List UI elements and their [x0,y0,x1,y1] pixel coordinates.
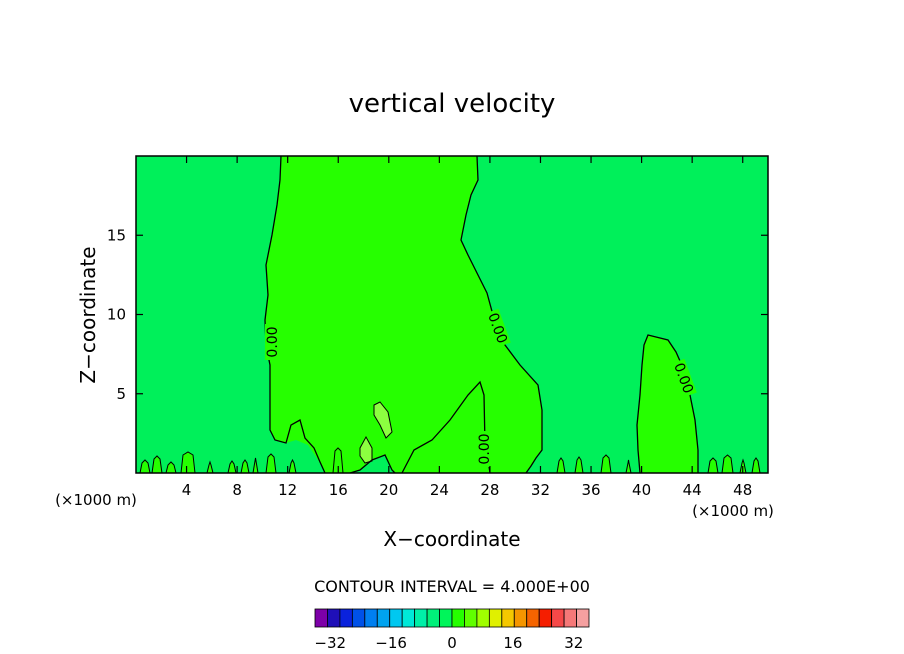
y-axis-label: Z−coordinate [76,246,100,383]
colorbar-tick-label: −16 [375,634,407,652]
colorbar-swatch [327,608,341,628]
contour-label-bg [671,358,697,398]
colorbar-swatch [538,608,553,628]
zero-contour-line [349,454,396,474]
colorbar-swatch [439,608,453,628]
colorbar-tick-label: 0 [447,634,457,652]
colorbar-tick-label: 16 [503,634,522,652]
positive-patch-small [373,401,393,439]
colorbar-swatch [364,608,378,628]
colorbar-swatch [401,608,416,628]
colorbar-swatch [488,608,503,628]
colorbar-tick-label: 32 [564,634,583,652]
x-tick-label: 36 [581,481,600,499]
plot-area: 0.00 0.000.000.004 8 12 16 20 24 28 32 36 40 44 4851… [107,155,769,499]
x-tick-label: 28 [480,481,499,499]
colorbar-swatch [376,608,391,628]
colorbar-swatch [314,608,328,628]
x-tick-label: 40 [632,481,651,499]
colorbar-swatch [464,608,478,628]
y-tick-label: 10 [107,306,126,324]
contour-label-bg [265,324,279,360]
x-unit-right: (×1000 m) [692,502,774,520]
surface-blob [180,451,196,474]
colorbar-swatch [389,608,403,628]
zero-contour-line [264,155,326,474]
positive-patch-small [359,435,373,464]
contour-label: 0.00 [477,433,493,464]
contour-label: 0.00 [265,326,281,357]
colorbar-swatch [526,608,540,628]
colorbar: −32 −16 0 16 32 [314,608,590,652]
y-tick-label: 5 [116,385,126,403]
y-tick-label: 15 [107,226,126,244]
x-tick-label: 32 [531,481,550,499]
colorbar-tick-label: −32 [314,634,346,652]
colorbar-swatch [563,608,577,628]
colorbar-swatch [551,608,565,628]
colorbar-swatch [414,608,428,628]
x-tick-label: 4 [182,481,192,499]
contour-label-bg [477,431,491,467]
colorbar-swatch [351,608,366,628]
colorbar-swatch [426,608,440,628]
colorbar-swatch [476,608,490,628]
colorbar-swatch [513,608,528,628]
surface-blob [721,454,734,474]
x-tick-label: 16 [329,481,348,499]
colorbar-swatch [501,608,515,628]
x-unit-left: (×1000 m) [55,491,137,509]
contour-label-bg [485,308,511,348]
x-tick-label: 24 [430,481,449,499]
colorbar-swatch [451,608,465,628]
x-tick-label: 48 [733,481,752,499]
x-tick-label: 8 [232,481,242,499]
positive-region-central [265,156,542,473]
colorbar-swatch [576,608,590,628]
x-tick-label: 44 [683,481,702,499]
chart-title: vertical velocity [349,89,556,119]
zero-contour-line [636,334,699,474]
contour-interval-label: CONTOUR INTERVAL = 4.000E+00 [314,577,590,596]
x-tick-label: 12 [278,481,297,499]
x-axis-label: X−coordinate [383,527,520,551]
colorbar-swatch [339,608,353,628]
x-tick-label: 20 [379,481,398,499]
